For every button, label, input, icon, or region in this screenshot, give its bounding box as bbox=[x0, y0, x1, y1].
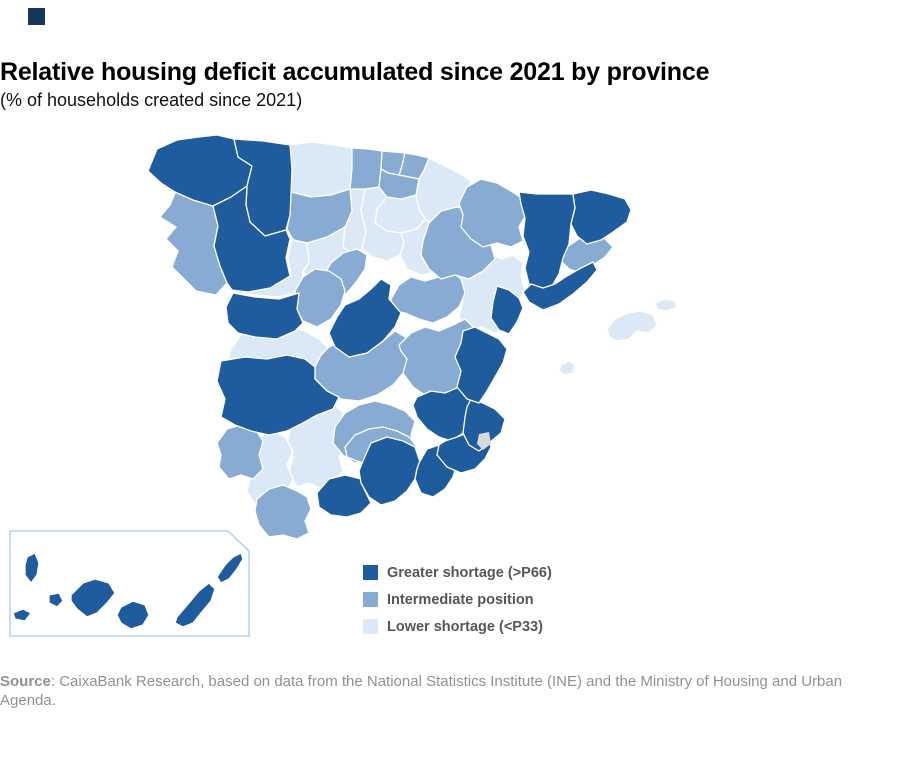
province-asturias bbox=[288, 141, 353, 198]
island-lanzarote bbox=[216, 552, 244, 584]
province-girona bbox=[570, 189, 632, 245]
island-el-hierro bbox=[12, 608, 32, 622]
province-menorca-illes-balears- bbox=[654, 298, 678, 312]
mar-menor-lagoon bbox=[477, 432, 491, 450]
page-subtitle: (% of households created since 2021) bbox=[0, 90, 303, 110]
province-guadalajara bbox=[390, 270, 466, 324]
island-la-gomera bbox=[48, 592, 64, 608]
legend-row-greater-shortage: Greater shortage (>P66) bbox=[363, 563, 552, 582]
province-le-n bbox=[286, 188, 353, 244]
province-castell-n bbox=[490, 285, 524, 335]
source-note: Source: CaixaBank Research, based on dat… bbox=[0, 672, 900, 710]
province-ourense bbox=[212, 185, 291, 293]
island-tenerife bbox=[70, 578, 116, 618]
legend-row-intermediate: Intermediate position bbox=[363, 590, 552, 609]
province-madrid bbox=[328, 278, 402, 358]
province-tarragona bbox=[522, 261, 598, 311]
province-c-diz bbox=[254, 484, 312, 540]
province-cantabria bbox=[349, 147, 383, 190]
province--lava bbox=[378, 168, 420, 200]
legend-swatch-intermediate bbox=[363, 592, 378, 607]
brand-square bbox=[28, 8, 45, 25]
source-prefix: Source bbox=[0, 673, 51, 690]
island-la-palma bbox=[24, 552, 40, 584]
province-mallorca-illes-balears- bbox=[606, 310, 658, 342]
province-eivissa-illes-balears- bbox=[558, 360, 576, 376]
province-salamanca bbox=[225, 292, 304, 340]
map-legend: Greater shortage (>P66) Intermediate pos… bbox=[363, 563, 552, 644]
province-m-laga bbox=[316, 474, 372, 518]
province-badajoz bbox=[216, 354, 340, 436]
legend-label-intermediate: Intermediate position bbox=[387, 591, 534, 608]
legend-label-greater-shortage: Greater shortage (>P66) bbox=[387, 564, 552, 581]
source-text: : CaixaBank Research, based on data from… bbox=[0, 673, 843, 709]
province-huelva bbox=[216, 424, 264, 480]
island-gran-canaria bbox=[116, 600, 150, 630]
legend-swatch-greater-shortage bbox=[363, 565, 378, 580]
legend-swatch-lower-shortage bbox=[363, 619, 378, 634]
page-title: Relative housing deficit accumulated sin… bbox=[0, 58, 710, 86]
legend-row-lower-shortage: Lower shortage (<P33) bbox=[363, 617, 552, 636]
province-valencia bbox=[454, 326, 508, 404]
province-huesca bbox=[458, 178, 528, 248]
province-lleida bbox=[518, 191, 576, 293]
island-fuerteventura bbox=[174, 582, 216, 628]
legend-label-lower-shortage: Lower shortage (<P33) bbox=[387, 618, 543, 635]
